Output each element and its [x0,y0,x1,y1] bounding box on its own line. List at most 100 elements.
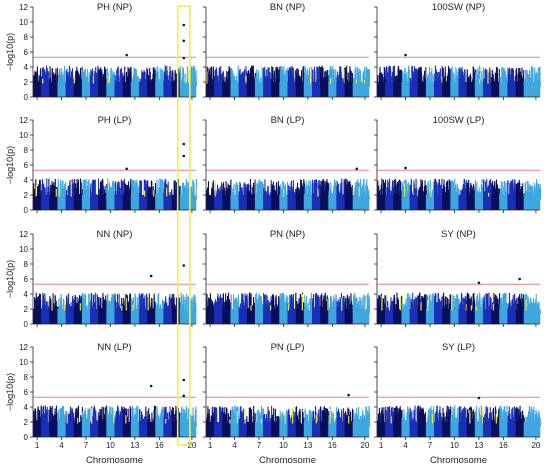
snp-point [494,72,496,87]
snp-point [445,181,448,200]
snp-point [311,83,313,87]
snp-point [432,74,434,87]
snp-point [303,186,305,200]
snp-point [386,72,389,87]
snp-point [517,183,519,200]
snp-point [47,71,49,87]
snp-point [312,79,314,87]
snp-point [455,197,457,200]
snp-point [222,192,224,200]
snp-point [325,80,327,87]
snp-point [288,80,290,87]
snp-point [406,183,408,200]
snp-point [335,180,337,200]
snp-point [303,193,306,200]
snp-point [434,73,436,87]
snp-point [296,78,298,87]
snp-point [176,75,178,87]
snp-point [472,186,474,200]
snp-point [395,83,397,87]
snp-point [355,70,357,87]
snp-point [322,187,324,200]
snp-point [184,184,186,200]
snp-point [385,186,387,200]
snp-point [405,180,407,200]
snp-point [160,79,162,87]
snp-point [79,67,82,87]
peak-point [125,53,129,57]
snp-point [167,197,169,200]
chromosome-band [179,82,189,97]
snp-point [501,182,503,200]
snp-point [217,184,219,200]
chromosome-band [344,82,353,97]
chromosome-band [187,195,197,210]
snp-point [399,71,401,87]
snp-point [483,180,485,200]
snp-point [35,75,37,87]
snp-point [227,80,229,87]
chromosome-band [409,82,419,97]
snp-point [134,196,136,200]
snp-point [368,189,370,200]
snp-point [148,188,150,200]
snp-point [207,195,209,200]
chromosome-band [171,82,180,97]
snp-point [338,191,340,200]
chromosome-band [320,82,329,97]
snp-point [289,67,291,87]
snp-point [334,79,336,87]
snp-point [109,83,111,87]
snp-point [455,78,457,87]
y-tick-label: 6 [24,48,29,57]
snp-point [285,82,287,87]
snp-point [464,181,466,200]
snp-point [400,83,402,87]
snp-point [354,84,356,87]
snp-point [313,196,315,200]
chromosome-band [73,82,83,97]
snp-point [52,184,54,200]
snp-point [513,83,515,87]
snp-point [378,190,381,200]
snp-point [224,78,226,87]
snp-point [315,84,317,87]
y-tick-label: 4 [24,176,29,185]
snp-point [378,83,380,87]
snp-point [296,182,299,200]
snp-point [75,80,77,87]
snp-point [475,188,477,200]
snp-point [237,194,239,200]
snp-point [419,193,421,200]
snp-point [489,72,491,87]
snp-point [481,70,483,87]
chromosome-band [279,195,288,210]
snp-point [229,72,231,87]
snp-point [348,195,350,200]
snp-point [287,185,289,200]
snp-point [111,197,113,200]
snp-point [479,65,481,87]
chromosome-band [114,82,123,97]
snp-point [146,82,148,87]
snp-point [38,197,40,200]
snp-point [480,81,482,87]
snp-point [508,194,510,200]
snp-point [182,69,184,87]
snp-point [407,84,409,87]
snp-point [499,195,501,200]
snp-point [154,197,156,200]
snp-point [419,70,421,87]
peak-point [182,39,186,43]
snp-point [271,78,273,87]
snp-point [237,185,239,200]
snp-point [473,77,475,87]
chromosome-band [442,82,451,97]
peak-point [182,56,186,60]
snp-point [527,83,529,87]
y-axis-label: −log10(p) [5,146,15,184]
snp-point [434,185,436,200]
snp-point [190,186,192,200]
chromosome-band [450,195,459,210]
snp-point [275,84,277,87]
